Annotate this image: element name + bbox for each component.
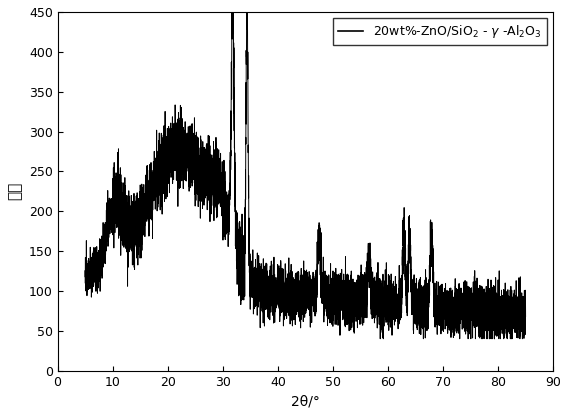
Y-axis label: 强度: 强度	[7, 182, 22, 200]
Legend: 20wt%-ZnO/SiO$_2$ - $\gamma$ -Al$_2$O$_3$: 20wt%-ZnO/SiO$_2$ - $\gamma$ -Al$_2$O$_3…	[333, 18, 547, 45]
X-axis label: 2θ/°: 2θ/°	[291, 394, 320, 408]
